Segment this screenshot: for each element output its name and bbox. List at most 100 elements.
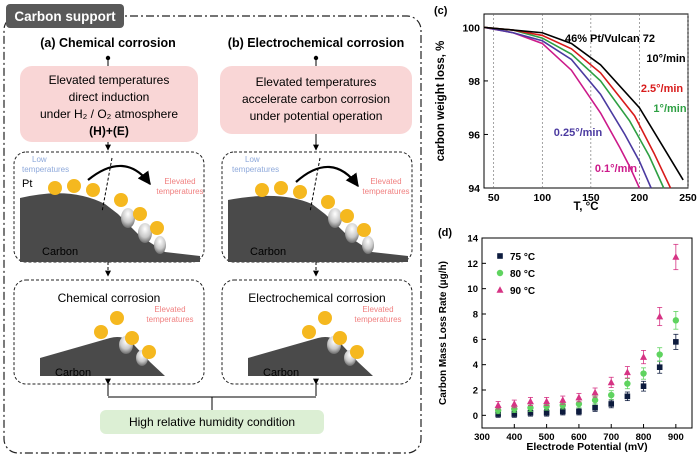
- pt-label: Pt: [22, 178, 32, 190]
- divider-dashed: [101, 157, 113, 213]
- data-point: [624, 380, 631, 387]
- x-axis-label: Electrode Potential (mV): [526, 441, 647, 453]
- legend-marker: [496, 269, 504, 277]
- carbon-support-schematic: Carbon support (a) Chemical corrosion El…: [3, 4, 422, 454]
- x-axis-label: T, °C: [573, 201, 598, 213]
- low-temp-label: Low: [32, 155, 47, 164]
- x-tick-label: 400: [506, 432, 522, 443]
- carbon-support-shape: [20, 193, 200, 262]
- electrochemical-condition-box: [220, 66, 412, 134]
- x-tick-label: 700: [603, 432, 619, 443]
- x-tick-label: 600: [571, 432, 587, 443]
- y-axis-label: carbon weight loss, %: [435, 41, 447, 162]
- plot-frame: [481, 237, 693, 429]
- corrosion-pit: [328, 208, 342, 228]
- legend-label: 75 °C: [510, 252, 535, 263]
- heating-arrow: [87, 164, 151, 186]
- section-label: Carbon support: [14, 9, 116, 24]
- chemical-result-title: Chemical corrosion: [58, 291, 161, 305]
- data-point: [526, 397, 534, 405]
- legend-marker: [497, 253, 503, 259]
- echem-line-2: accelerate carbon corrosion: [242, 92, 390, 106]
- schematic-svg: Carbon support (a) Chemical corrosion El…: [3, 4, 422, 454]
- elevated-temp-label: Elevated: [154, 305, 185, 314]
- low-temp-label: Low: [245, 155, 260, 164]
- data-point: [559, 408, 566, 415]
- carbon-label: Carbon: [42, 246, 78, 258]
- legend-label: 80 °C: [510, 269, 535, 280]
- pt-particle: [293, 185, 307, 199]
- elevated-temp-label: temperatures: [146, 315, 193, 324]
- pt-particle: [357, 223, 371, 237]
- data-point: [576, 408, 582, 415]
- data-point: [543, 403, 550, 410]
- pt-particle: [114, 193, 128, 207]
- electrochemical-heading: (b) Electrochemical corrosion: [228, 36, 404, 50]
- x-tick-label: 250: [679, 192, 697, 204]
- data-point: [623, 368, 631, 376]
- humidity-box: [100, 410, 324, 434]
- pt-particle: [333, 331, 347, 345]
- data-point: [575, 400, 583, 408]
- data-point: [494, 401, 502, 408]
- y-tick-label: 10: [467, 284, 478, 295]
- plot-frame: [483, 13, 689, 189]
- series-annotation: 0.1°/min: [595, 163, 638, 175]
- carbon-label: Carbon: [55, 367, 91, 379]
- x-tick-label: 300: [474, 432, 490, 443]
- carbon-label: Carbon: [263, 367, 299, 379]
- x-tick-label: 150: [582, 192, 600, 204]
- x-tick-label: 900: [668, 432, 684, 443]
- series-line: [483, 26, 652, 189]
- elevated-temp-label: Elevated: [164, 177, 195, 186]
- data-point: [559, 396, 567, 403]
- carbon-label: Carbon: [250, 246, 286, 258]
- electrochemical-result-title: Electrochemical corrosion: [248, 291, 385, 305]
- data-point: [624, 393, 631, 400]
- pt-particle: [125, 331, 139, 345]
- y-tick-label: 96: [468, 129, 480, 141]
- data-point: [672, 317, 680, 324]
- pt-particle: [110, 311, 124, 325]
- corrosion-pit: [154, 236, 166, 254]
- pt-particle: [302, 325, 316, 339]
- chem-line-4: (H)+(E): [89, 124, 129, 138]
- pt-particle: [142, 345, 156, 359]
- x-tick-label: 50: [488, 192, 500, 204]
- data-point: [510, 400, 518, 407]
- legend-label: 90 °C: [510, 286, 535, 297]
- data-point: [673, 339, 679, 345]
- data-point: [607, 378, 615, 386]
- heating-arrow: [295, 165, 359, 188]
- chem-line-3: under H₂ / O₂ atmosphere: [40, 107, 178, 121]
- data-point: [656, 351, 663, 358]
- data-point: [608, 391, 615, 399]
- pt-particle: [150, 221, 164, 235]
- humidity-label: High relative humidity condition: [129, 415, 295, 429]
- mass-loss-rate-chart-svg: (d) 300 400 500 600 700 800 900 0 2 4 6 8 10 12 14 Elect…: [438, 227, 693, 453]
- data-point: [591, 396, 599, 404]
- chem-line-1: Elevated temperatures: [49, 73, 170, 87]
- elevated-temp-label: temperatures: [362, 187, 409, 196]
- legend-marker: [496, 286, 504, 293]
- echem-line-1: Elevated temperatures: [256, 75, 377, 89]
- y-tick-label: 8: [473, 310, 478, 321]
- corrosion-pit: [121, 208, 135, 228]
- series-annotation: 1°/min: [653, 103, 686, 115]
- data-point: [575, 393, 583, 401]
- low-temp-label: temperatures: [232, 165, 279, 174]
- section-tab: [6, 4, 124, 28]
- panel-label: (c): [434, 5, 448, 17]
- y-tick-label: 2: [473, 386, 478, 397]
- data-point: [543, 410, 550, 416]
- y-tick-label: 98: [468, 76, 480, 88]
- low-temp-label: temperatures: [22, 165, 69, 174]
- y-tick-label: 6: [473, 335, 478, 346]
- pt-particle: [350, 345, 364, 359]
- pt-particle: [86, 183, 100, 197]
- pt-particle: [48, 181, 62, 195]
- weight-loss-chart-svg: (c) 50 100 150 200 250 94 96 98 100 T, °C carbon we…: [434, 5, 697, 213]
- pt-particle: [67, 179, 81, 193]
- weight-loss-chart: (c) 50 100 150 200 250 94 96 98 100 T, °C carbon we…: [430, 0, 700, 215]
- carbon-support-shape: [248, 337, 373, 376]
